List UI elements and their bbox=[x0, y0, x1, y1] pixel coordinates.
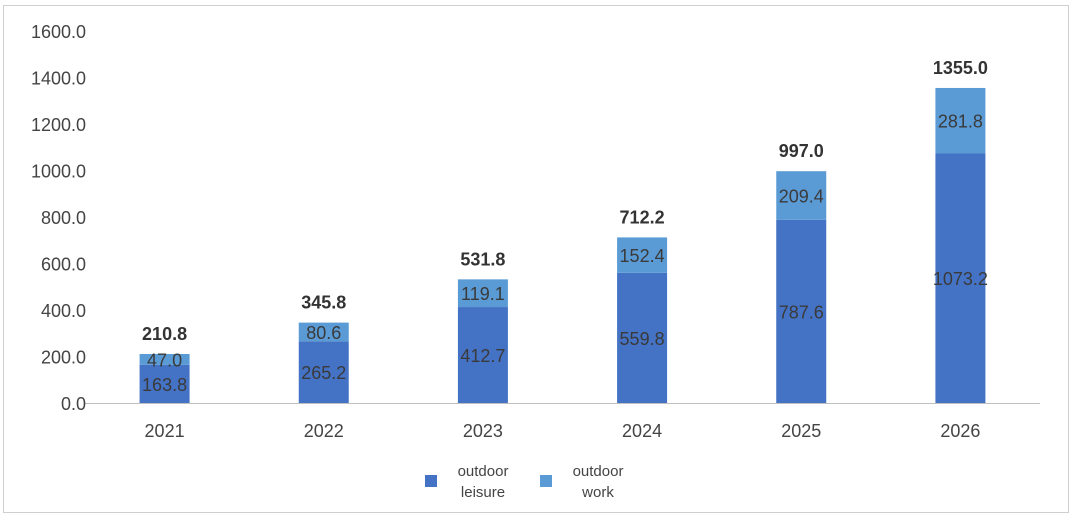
segment-value-label: 265.2 bbox=[301, 363, 346, 383]
bar-total-label: 712.2 bbox=[620, 207, 665, 227]
segment-value-label: 47.0 bbox=[147, 350, 182, 370]
bar-segment-outdoor-work bbox=[776, 171, 827, 220]
legend-swatch bbox=[425, 475, 437, 487]
bar-total-label: 997.0 bbox=[779, 141, 824, 161]
segment-value-label: 559.8 bbox=[620, 329, 665, 349]
legend-label: leisure bbox=[461, 484, 505, 501]
y-axis-ticks: 0.0 200.0 400.0 600.0 800.0 1000.0 1200.0 1400.… bbox=[31, 22, 86, 414]
y-tick-label: 200.0 bbox=[41, 348, 86, 368]
x-tick-label: 2023 bbox=[463, 421, 503, 441]
segment-value-label: 119.1 bbox=[461, 284, 505, 304]
bar-segment-outdoor-work bbox=[457, 279, 508, 308]
bar-segment-outdoor-leisure bbox=[139, 364, 190, 403]
segment-value-label: 281.8 bbox=[938, 112, 983, 132]
bar-segment-outdoor-leisure bbox=[617, 272, 668, 403]
y-tick-label: 600.0 bbox=[41, 255, 86, 275]
legend-label: work bbox=[581, 484, 614, 501]
bar-segment-outdoor-work bbox=[298, 322, 349, 342]
segment-value-label: 80.6 bbox=[306, 323, 341, 343]
bars: 163.8 47.0 210.8 265.2 80.6 345.8 412.7 119.1 53… bbox=[139, 58, 988, 403]
y-tick-label: 1600.0 bbox=[31, 22, 86, 42]
x-tick-label: 2024 bbox=[622, 421, 662, 441]
x-axis-ticks: 2021 2022 2023 2024 2025 2026 bbox=[145, 421, 981, 441]
bar-total-label: 345.8 bbox=[301, 293, 346, 313]
x-tick-label: 2025 bbox=[781, 421, 821, 441]
segment-value-label: 152.4 bbox=[620, 246, 665, 266]
segment-value-label: 163.8 bbox=[142, 375, 187, 395]
x-tick-label: 2026 bbox=[940, 421, 980, 441]
chart-frame bbox=[3, 5, 1069, 513]
segment-value-label: 787.6 bbox=[779, 302, 824, 322]
legend-label: outdoor bbox=[458, 463, 509, 480]
bar-total-label: 531.8 bbox=[460, 249, 505, 269]
segment-value-label: 412.7 bbox=[460, 346, 505, 366]
legend: outdoor leisure outdoor work bbox=[425, 463, 623, 501]
bar-segment-outdoor-leisure bbox=[935, 153, 986, 403]
x-tick-label: 2022 bbox=[304, 421, 344, 441]
y-tick-label: 1000.0 bbox=[31, 162, 86, 182]
bar-segment-outdoor-leisure bbox=[298, 341, 349, 403]
legend-swatch bbox=[540, 475, 552, 487]
y-tick-label: 1200.0 bbox=[31, 115, 86, 135]
bar-total-label: 1355.0 bbox=[933, 58, 988, 78]
bar-segment-outdoor-leisure bbox=[457, 307, 508, 403]
y-tick-label: 400.0 bbox=[41, 301, 86, 321]
bar-total-label: 210.8 bbox=[142, 324, 187, 344]
segment-value-label: 209.4 bbox=[779, 187, 824, 207]
bar-segment-outdoor-leisure bbox=[776, 219, 827, 403]
segment-value-label: 1073.2 bbox=[933, 269, 988, 289]
y-tick-label: 800.0 bbox=[41, 208, 86, 228]
bar-segment-outdoor-work bbox=[617, 237, 668, 273]
x-tick-label: 2021 bbox=[145, 421, 185, 441]
legend-label: outdoor bbox=[573, 463, 624, 480]
y-tick-label: 1400.0 bbox=[31, 69, 86, 89]
y-tick-label: 0.0 bbox=[61, 394, 86, 414]
bar-segment-outdoor-work bbox=[935, 87, 986, 154]
bar-segment-outdoor-work bbox=[139, 353, 190, 365]
